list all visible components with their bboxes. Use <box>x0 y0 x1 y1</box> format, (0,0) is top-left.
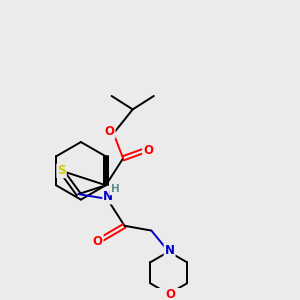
Text: O: O <box>93 235 103 248</box>
Text: N: N <box>165 244 175 257</box>
Text: S: S <box>57 164 66 177</box>
Text: H: H <box>110 184 119 194</box>
Text: N: N <box>103 190 113 203</box>
Text: O: O <box>105 125 115 138</box>
Text: O: O <box>143 144 153 157</box>
Text: O: O <box>166 288 176 300</box>
